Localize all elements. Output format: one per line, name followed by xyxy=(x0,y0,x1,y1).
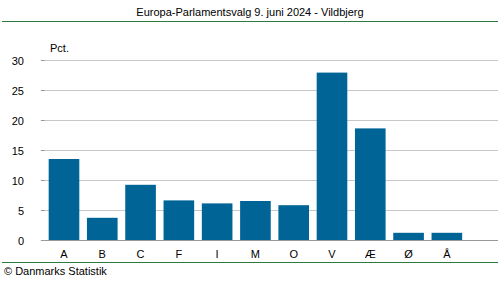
grid-line xyxy=(45,240,498,241)
x-tick-label: F xyxy=(175,248,182,260)
tick-mark xyxy=(41,180,45,181)
grid-line xyxy=(45,180,498,181)
tick-mark xyxy=(41,210,45,211)
top-rule xyxy=(2,21,498,22)
x-tick-label: M xyxy=(251,248,260,260)
bar xyxy=(164,200,195,240)
bar xyxy=(278,205,309,240)
grid-line xyxy=(45,90,498,91)
x-tick-label: O xyxy=(289,248,298,260)
x-tick-label: Æ xyxy=(365,248,376,260)
bar xyxy=(49,159,80,240)
bar xyxy=(317,73,348,240)
grid-line xyxy=(45,60,498,61)
tick-mark xyxy=(41,60,45,61)
x-tick-label: Å xyxy=(443,248,451,260)
tick-mark xyxy=(41,240,45,241)
y-tick-label: 5 xyxy=(18,205,24,217)
chart-svg: Europa-Parlamentsvalg 9. juni 2024 - Vil… xyxy=(0,0,500,282)
chart-container: Europa-Parlamentsvalg 9. juni 2024 - Vil… xyxy=(0,0,500,282)
x-tick-label: B xyxy=(99,248,106,260)
tick-mark xyxy=(41,150,45,151)
x-tick-label: A xyxy=(60,248,68,260)
y-tick-label: 10 xyxy=(12,175,24,187)
tick-mark xyxy=(41,120,45,121)
y-axis-label: Pct. xyxy=(50,42,69,54)
grid-line xyxy=(45,210,498,211)
x-tick-label: V xyxy=(328,248,336,260)
title: Europa-Parlamentsvalg 9. juni 2024 - Vil… xyxy=(136,6,363,18)
bar xyxy=(240,201,271,240)
y-tick-label: 15 xyxy=(12,145,24,157)
y-tick-label: 0 xyxy=(18,235,24,247)
source: © Danmarks Statistik xyxy=(4,265,107,277)
x-tick-label: Ø xyxy=(404,248,413,260)
bar xyxy=(355,128,386,240)
bar xyxy=(393,233,424,240)
y-tick-label: 30 xyxy=(12,55,24,67)
bars xyxy=(49,73,462,240)
y-tick-label: 25 xyxy=(12,85,24,97)
bar xyxy=(432,233,463,240)
bar xyxy=(125,185,156,240)
y-tick-label: 20 xyxy=(12,115,24,127)
tick-mark xyxy=(41,90,45,91)
x-tick-label: C xyxy=(137,248,145,260)
bottom-rule xyxy=(2,262,498,263)
grid-line xyxy=(45,150,498,151)
grid-line xyxy=(45,120,498,121)
bar xyxy=(87,218,118,240)
bar xyxy=(202,203,233,240)
x-tick-label: I xyxy=(216,248,219,260)
